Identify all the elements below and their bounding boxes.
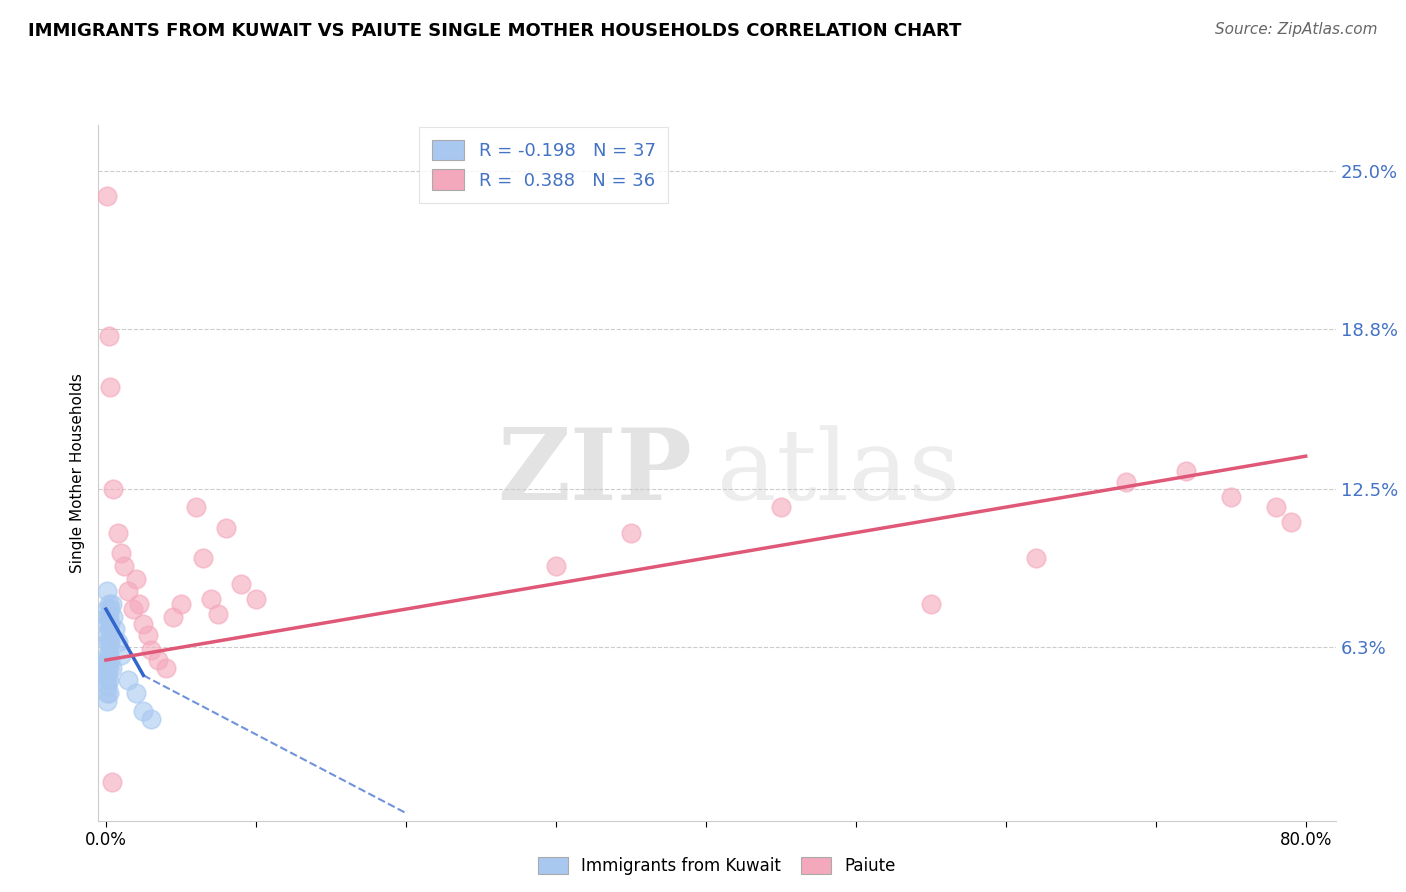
Point: [139, 712, 162, 726]
Point: [139, 643, 162, 657]
Point: [1279, 516, 1302, 530]
Point: [97, 597, 120, 611]
Point: [1264, 500, 1286, 515]
Y-axis label: Single Mother Households: Single Mother Households: [69, 373, 84, 573]
Point: [1219, 490, 1241, 504]
Point: [96, 686, 118, 700]
Point: [1174, 465, 1197, 479]
Point: [96, 663, 118, 677]
Point: [110, 546, 132, 560]
Point: [200, 591, 222, 606]
Text: atlas: atlas: [717, 425, 960, 521]
Point: [207, 607, 229, 622]
Point: [245, 591, 267, 606]
Point: [96, 673, 118, 688]
Point: [162, 609, 184, 624]
Point: [125, 572, 148, 586]
Point: [101, 597, 124, 611]
Point: [1115, 475, 1137, 489]
Point: [132, 704, 155, 718]
Text: IMMIGRANTS FROM KUWAIT VS PAIUTE SINGLE MOTHER HOUSEHOLDS CORRELATION CHART: IMMIGRANTS FROM KUWAIT VS PAIUTE SINGLE …: [28, 22, 962, 40]
Point: [155, 661, 177, 675]
Point: [128, 597, 150, 611]
Point: [100, 380, 122, 394]
Point: [215, 520, 238, 534]
Point: [96, 584, 118, 599]
Point: [97, 686, 120, 700]
Point: [170, 597, 193, 611]
Point: [96, 653, 118, 667]
Point: [136, 627, 159, 641]
Point: [125, 686, 148, 700]
Text: Source: ZipAtlas.com: Source: ZipAtlas.com: [1215, 22, 1378, 37]
Point: [110, 648, 132, 662]
Point: [148, 653, 170, 667]
Point: [97, 648, 120, 662]
Point: [107, 525, 129, 540]
Point: [620, 525, 643, 540]
Point: [104, 623, 127, 637]
Point: [96, 602, 118, 616]
Point: [96, 694, 118, 708]
Point: [107, 635, 129, 649]
Point: [101, 661, 124, 675]
Point: [97, 661, 120, 675]
Point: [193, 551, 215, 566]
Point: [96, 627, 118, 641]
Point: [184, 500, 207, 515]
Point: [96, 609, 118, 624]
Point: [103, 609, 125, 624]
Point: [96, 648, 118, 662]
Point: [96, 635, 118, 649]
Point: [96, 668, 118, 682]
Point: [96, 679, 118, 693]
Point: [97, 609, 120, 624]
Point: [97, 673, 120, 688]
Point: [112, 558, 135, 573]
Point: [229, 576, 252, 591]
Point: [920, 597, 942, 611]
Point: [97, 635, 120, 649]
Point: [96, 189, 118, 203]
Point: [100, 602, 122, 616]
Point: [132, 617, 155, 632]
Point: [1025, 551, 1047, 566]
Point: [122, 602, 145, 616]
Point: [103, 483, 125, 497]
Point: [769, 500, 792, 515]
Legend: Immigrants from Kuwait, Paiute: Immigrants from Kuwait, Paiute: [531, 850, 903, 882]
Point: [544, 558, 567, 573]
Point: [97, 623, 120, 637]
Point: [100, 653, 122, 667]
Point: [100, 635, 122, 649]
Point: [100, 617, 122, 632]
Text: ZIP: ZIP: [498, 425, 692, 521]
Point: [117, 584, 139, 599]
Point: [96, 617, 118, 632]
Point: [96, 658, 118, 673]
Point: [97, 329, 120, 343]
Point: [117, 673, 139, 688]
Point: [101, 775, 124, 789]
